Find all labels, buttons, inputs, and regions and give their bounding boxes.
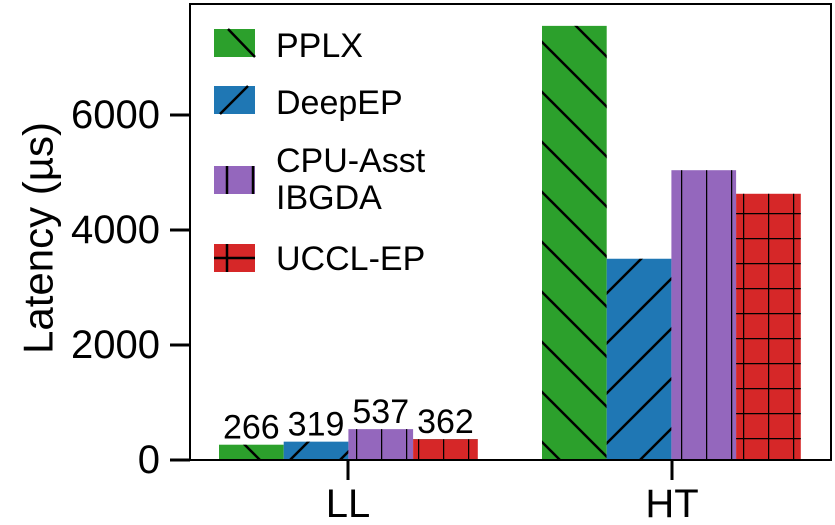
y-axis-title: Latency (µs): [15, 122, 62, 354]
y-tick-label: 0: [138, 438, 160, 482]
value-label: 266: [223, 409, 280, 447]
y-tick-label: 2000: [71, 323, 160, 367]
value-labels-group: 266 319 537 362: [223, 393, 474, 447]
bar-ll-uccl-ep: [413, 439, 478, 460]
legend-swatch: [214, 28, 256, 58]
bar-ht-cpu-asst-ibgda: [671, 170, 737, 460]
legend-swatch: [214, 244, 255, 272]
y-tick-label: 6000: [71, 93, 160, 137]
value-label: 362: [417, 403, 474, 441]
value-label: 537: [352, 393, 409, 431]
legend-label: CPU-Asst: [276, 142, 426, 180]
bar-ll-deepep: [283, 441, 349, 460]
y-tick-label: 4000: [71, 208, 160, 252]
bar-ll-cpu-asst-ibgda: [348, 429, 414, 460]
bar-ht-deepep: [606, 258, 672, 460]
x-tick-label-ll: LL: [326, 482, 371, 525]
bar-ll-pplx: [219, 444, 284, 460]
bar-ht-pplx: [542, 25, 607, 460]
legend-label: IBGDA: [276, 179, 382, 217]
x-tick-label-ht: HT: [645, 482, 698, 525]
legend-item-uccl-ep: UCCL-EP: [214, 240, 425, 278]
legend-swatch: [214, 166, 255, 194]
legend-item-pplx: PPLX: [214, 27, 363, 65]
value-label: 319: [288, 406, 345, 444]
bars-group: [219, 25, 801, 460]
legend-label: PPLX: [276, 27, 363, 65]
legend-item-deepep: DeepEP: [214, 84, 403, 122]
plot-frame: [189, 3, 832, 461]
bar-ht-uccl-ep: [736, 193, 801, 460]
x-axis: LL HT: [326, 460, 699, 525]
y-axis: 0 2000 4000 6000: [71, 93, 190, 482]
legend-label: UCCL-EP: [276, 240, 425, 278]
legend-label: DeepEP: [276, 84, 403, 122]
legend-swatch: [214, 85, 255, 115]
